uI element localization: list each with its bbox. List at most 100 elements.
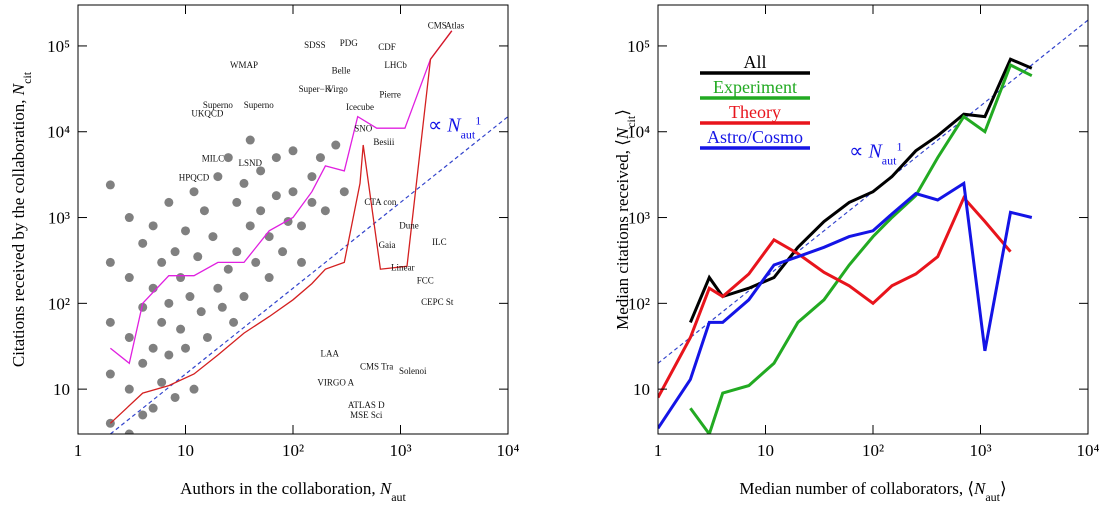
point-label: Gaia [379, 240, 396, 250]
point [264, 273, 274, 283]
point [256, 166, 266, 176]
point [307, 197, 317, 207]
point [339, 187, 349, 197]
y-tick-label: 10⁴ [47, 123, 70, 142]
point [105, 369, 115, 379]
point-label: PDG [340, 38, 359, 48]
point [208, 232, 218, 242]
y-axis-label: Citations received by the collaboration,… [9, 71, 34, 367]
point [164, 197, 174, 207]
point-label: SDSS [304, 40, 326, 50]
annotation: ∝ Naut1 [849, 140, 902, 168]
point [181, 343, 190, 353]
label-part: 1 [475, 114, 481, 128]
point [176, 273, 186, 283]
point-label: MILC [202, 153, 225, 163]
point [181, 226, 190, 236]
x-tick-label: 1 [654, 441, 663, 460]
point [189, 187, 199, 197]
point [315, 153, 325, 163]
point-label: CMS Tra [360, 361, 393, 371]
point-label: Icecube [346, 102, 374, 112]
point [239, 292, 249, 302]
point [288, 146, 298, 156]
point-label: CMS [428, 20, 447, 30]
point [331, 140, 341, 150]
point [105, 180, 115, 190]
point [245, 135, 255, 145]
point [157, 377, 167, 387]
point [138, 302, 148, 312]
point [256, 206, 266, 216]
point [251, 257, 261, 267]
series-line [689, 62, 1033, 434]
x-tick-label: 10³ [389, 441, 411, 460]
y-tick-label: 10⁵ [47, 37, 70, 56]
point [164, 350, 174, 360]
point [148, 343, 158, 353]
label-part: Authors in the collaboration, [180, 479, 380, 498]
y-axis-label: Median citations received, ⟨Ncit⟩ [613, 109, 638, 330]
point [124, 332, 134, 342]
point-label: CEPC St [421, 297, 454, 307]
point-label: Belle [332, 65, 351, 75]
plot-area [658, 19, 1088, 434]
point [124, 429, 134, 434]
y-tick-label: 10 [53, 380, 70, 399]
label-part: aut [882, 154, 897, 168]
label-part: ⟩ [613, 109, 632, 116]
x-tick-label: 10² [862, 441, 884, 460]
y-tick-label: 10 [633, 380, 650, 399]
point [232, 247, 242, 257]
point-label: Solenoi [399, 366, 427, 376]
point [124, 384, 134, 394]
point [164, 298, 174, 308]
point-label: UKQCD [191, 109, 224, 119]
point [105, 317, 115, 327]
point [297, 221, 307, 231]
point [264, 232, 274, 242]
x-tick-label: 10² [282, 441, 304, 460]
point [189, 384, 199, 394]
point-label: LSND [238, 158, 262, 168]
series-line [689, 57, 1033, 323]
point [239, 178, 249, 188]
plot-area: UKQCD WMAP Superno Superno SDSS PDG CDF Belle MI… [105, 20, 508, 434]
point-label: VIRGO A [317, 378, 354, 388]
point [196, 307, 206, 317]
point [297, 257, 307, 267]
label-part: Median number of collaborators, ⟨ [739, 479, 974, 498]
point [148, 221, 158, 231]
point [245, 221, 255, 231]
trend-line [109, 30, 453, 365]
point-label: FCC [417, 276, 434, 286]
label-part: N [446, 115, 462, 137]
point-label: Besiii [373, 137, 395, 147]
label-part: N [379, 479, 393, 498]
point [213, 283, 223, 293]
label-part: N [867, 141, 883, 163]
x-axis-label: Authors in the collaboration, Naut [180, 479, 406, 504]
point [307, 172, 317, 182]
x-tick-label: 10³ [969, 441, 991, 460]
label-part: 1 [896, 140, 902, 154]
label-part: cit [624, 115, 638, 128]
point [157, 257, 167, 267]
point-label: Pierre [379, 90, 401, 100]
label-part: N [613, 126, 632, 140]
point-label: CDF [378, 42, 396, 52]
point [202, 332, 212, 342]
series-line [658, 195, 1012, 399]
point [124, 213, 134, 223]
point [199, 206, 209, 216]
point [138, 410, 148, 420]
point-label: Superno [244, 100, 274, 110]
y-tick-label: 10⁵ [627, 37, 650, 56]
point [320, 206, 330, 216]
point [185, 292, 195, 302]
point-label: LHCb [384, 60, 407, 70]
label-part: ⟩ [1000, 479, 1007, 498]
y-tick-label: 10² [628, 294, 650, 313]
series-line [658, 180, 1033, 430]
point-label: WMAP [230, 60, 258, 70]
